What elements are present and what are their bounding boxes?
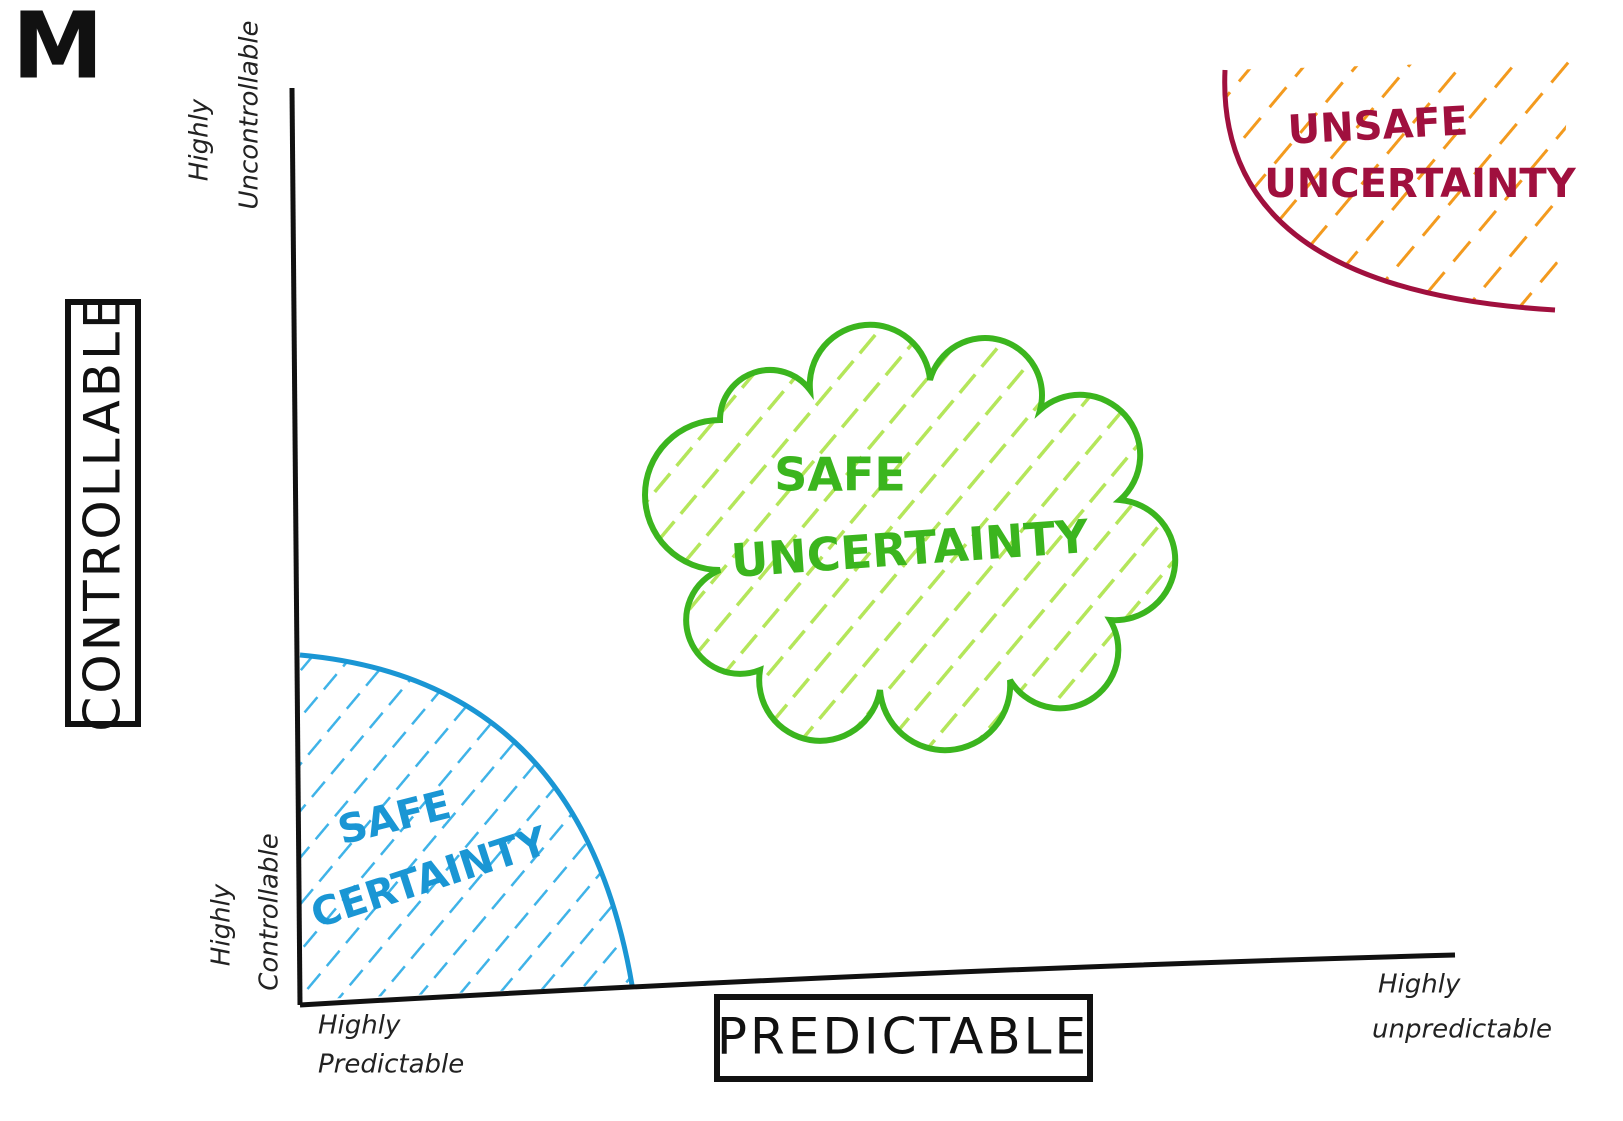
axis-end-label: Highly	[207, 883, 237, 966]
safe-certainty-region: SAFE CERTAINTY	[300, 655, 632, 1000]
axis-end-label: Uncontrollable	[235, 20, 265, 209]
region-label: UNCERTAINTY	[1264, 161, 1576, 207]
axis-end-label: Predictable	[318, 1050, 464, 1080]
x-axis-label: PREDICTABLE	[717, 1008, 1089, 1066]
region-label: SAFE	[774, 448, 906, 502]
axis-end-label: Controllable	[255, 833, 285, 990]
axis-end-label: Highly	[1378, 970, 1461, 1000]
axis-end-label: unpredictable	[1372, 1015, 1552, 1045]
axis-end-label: Highly	[185, 98, 215, 181]
y-axis	[292, 88, 300, 1005]
safe-uncertainty-region: SAFE UNCERTAINTY	[645, 325, 1175, 750]
y-axis-label: CONTROLLABLE	[74, 294, 132, 731]
diagram: M SAFE CERTAINTY SAFE UNCERTAINTY UNSAFE…	[0, 0, 1623, 1121]
region-label: UNSAFE	[1287, 98, 1470, 153]
axis-end-label: Highly	[318, 1011, 401, 1041]
title: M	[12, 0, 104, 99]
unsafe-uncertainty-region: UNSAFE UNCERTAINTY	[1225, 60, 1577, 310]
